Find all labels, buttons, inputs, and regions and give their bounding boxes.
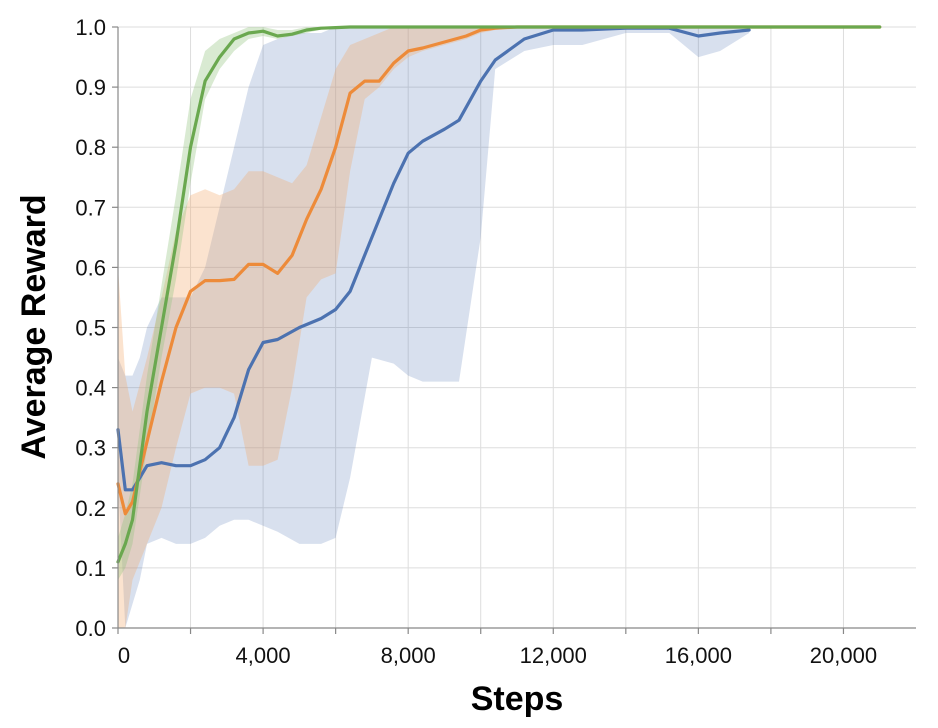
- y-tick-label: 1.0: [75, 15, 106, 40]
- confidence-bands: [118, 27, 880, 628]
- x-tick-label: 0: [118, 643, 130, 668]
- axes: [112, 26, 916, 634]
- x-tick-labels: 0 4,000 8,000 12,000 16,000 20,000: [118, 643, 877, 668]
- y-tick-label: 0.3: [75, 436, 106, 461]
- y-tick-label: 0.8: [75, 135, 106, 160]
- y-tick-labels: 0.0 0.1 0.2 0.3 0.4 0.5 0.6 0.7 0.8 0.9 1.0: [75, 15, 106, 641]
- y-tick-label: 0.1: [75, 556, 106, 581]
- series-2-band: [118, 27, 880, 628]
- y-tick-label: 0.4: [75, 376, 106, 401]
- x-tick-label: 12,000: [520, 643, 587, 668]
- x-tick-label: 20,000: [810, 643, 877, 668]
- y-tick-label: 0.7: [75, 195, 106, 220]
- y-tick-label: 0.5: [75, 316, 106, 341]
- y-axis-title: Average Reward: [15, 194, 53, 459]
- x-tick-label: 8,000: [381, 643, 436, 668]
- series-1-band: [118, 27, 750, 628]
- x-axis-title: Steps: [471, 680, 564, 718]
- x-tick-label: 16,000: [665, 643, 732, 668]
- y-tick-label: 0.9: [75, 75, 106, 100]
- y-tick-label: 0.2: [75, 496, 106, 521]
- series-lines: [116, 25, 882, 564]
- y-tick-label: 0.6: [75, 255, 106, 280]
- y-tick-label: 0.0: [75, 616, 106, 641]
- x-tick-label: 4,000: [236, 643, 291, 668]
- series-1-line: [116, 26, 751, 492]
- series-3-line: [116, 25, 882, 564]
